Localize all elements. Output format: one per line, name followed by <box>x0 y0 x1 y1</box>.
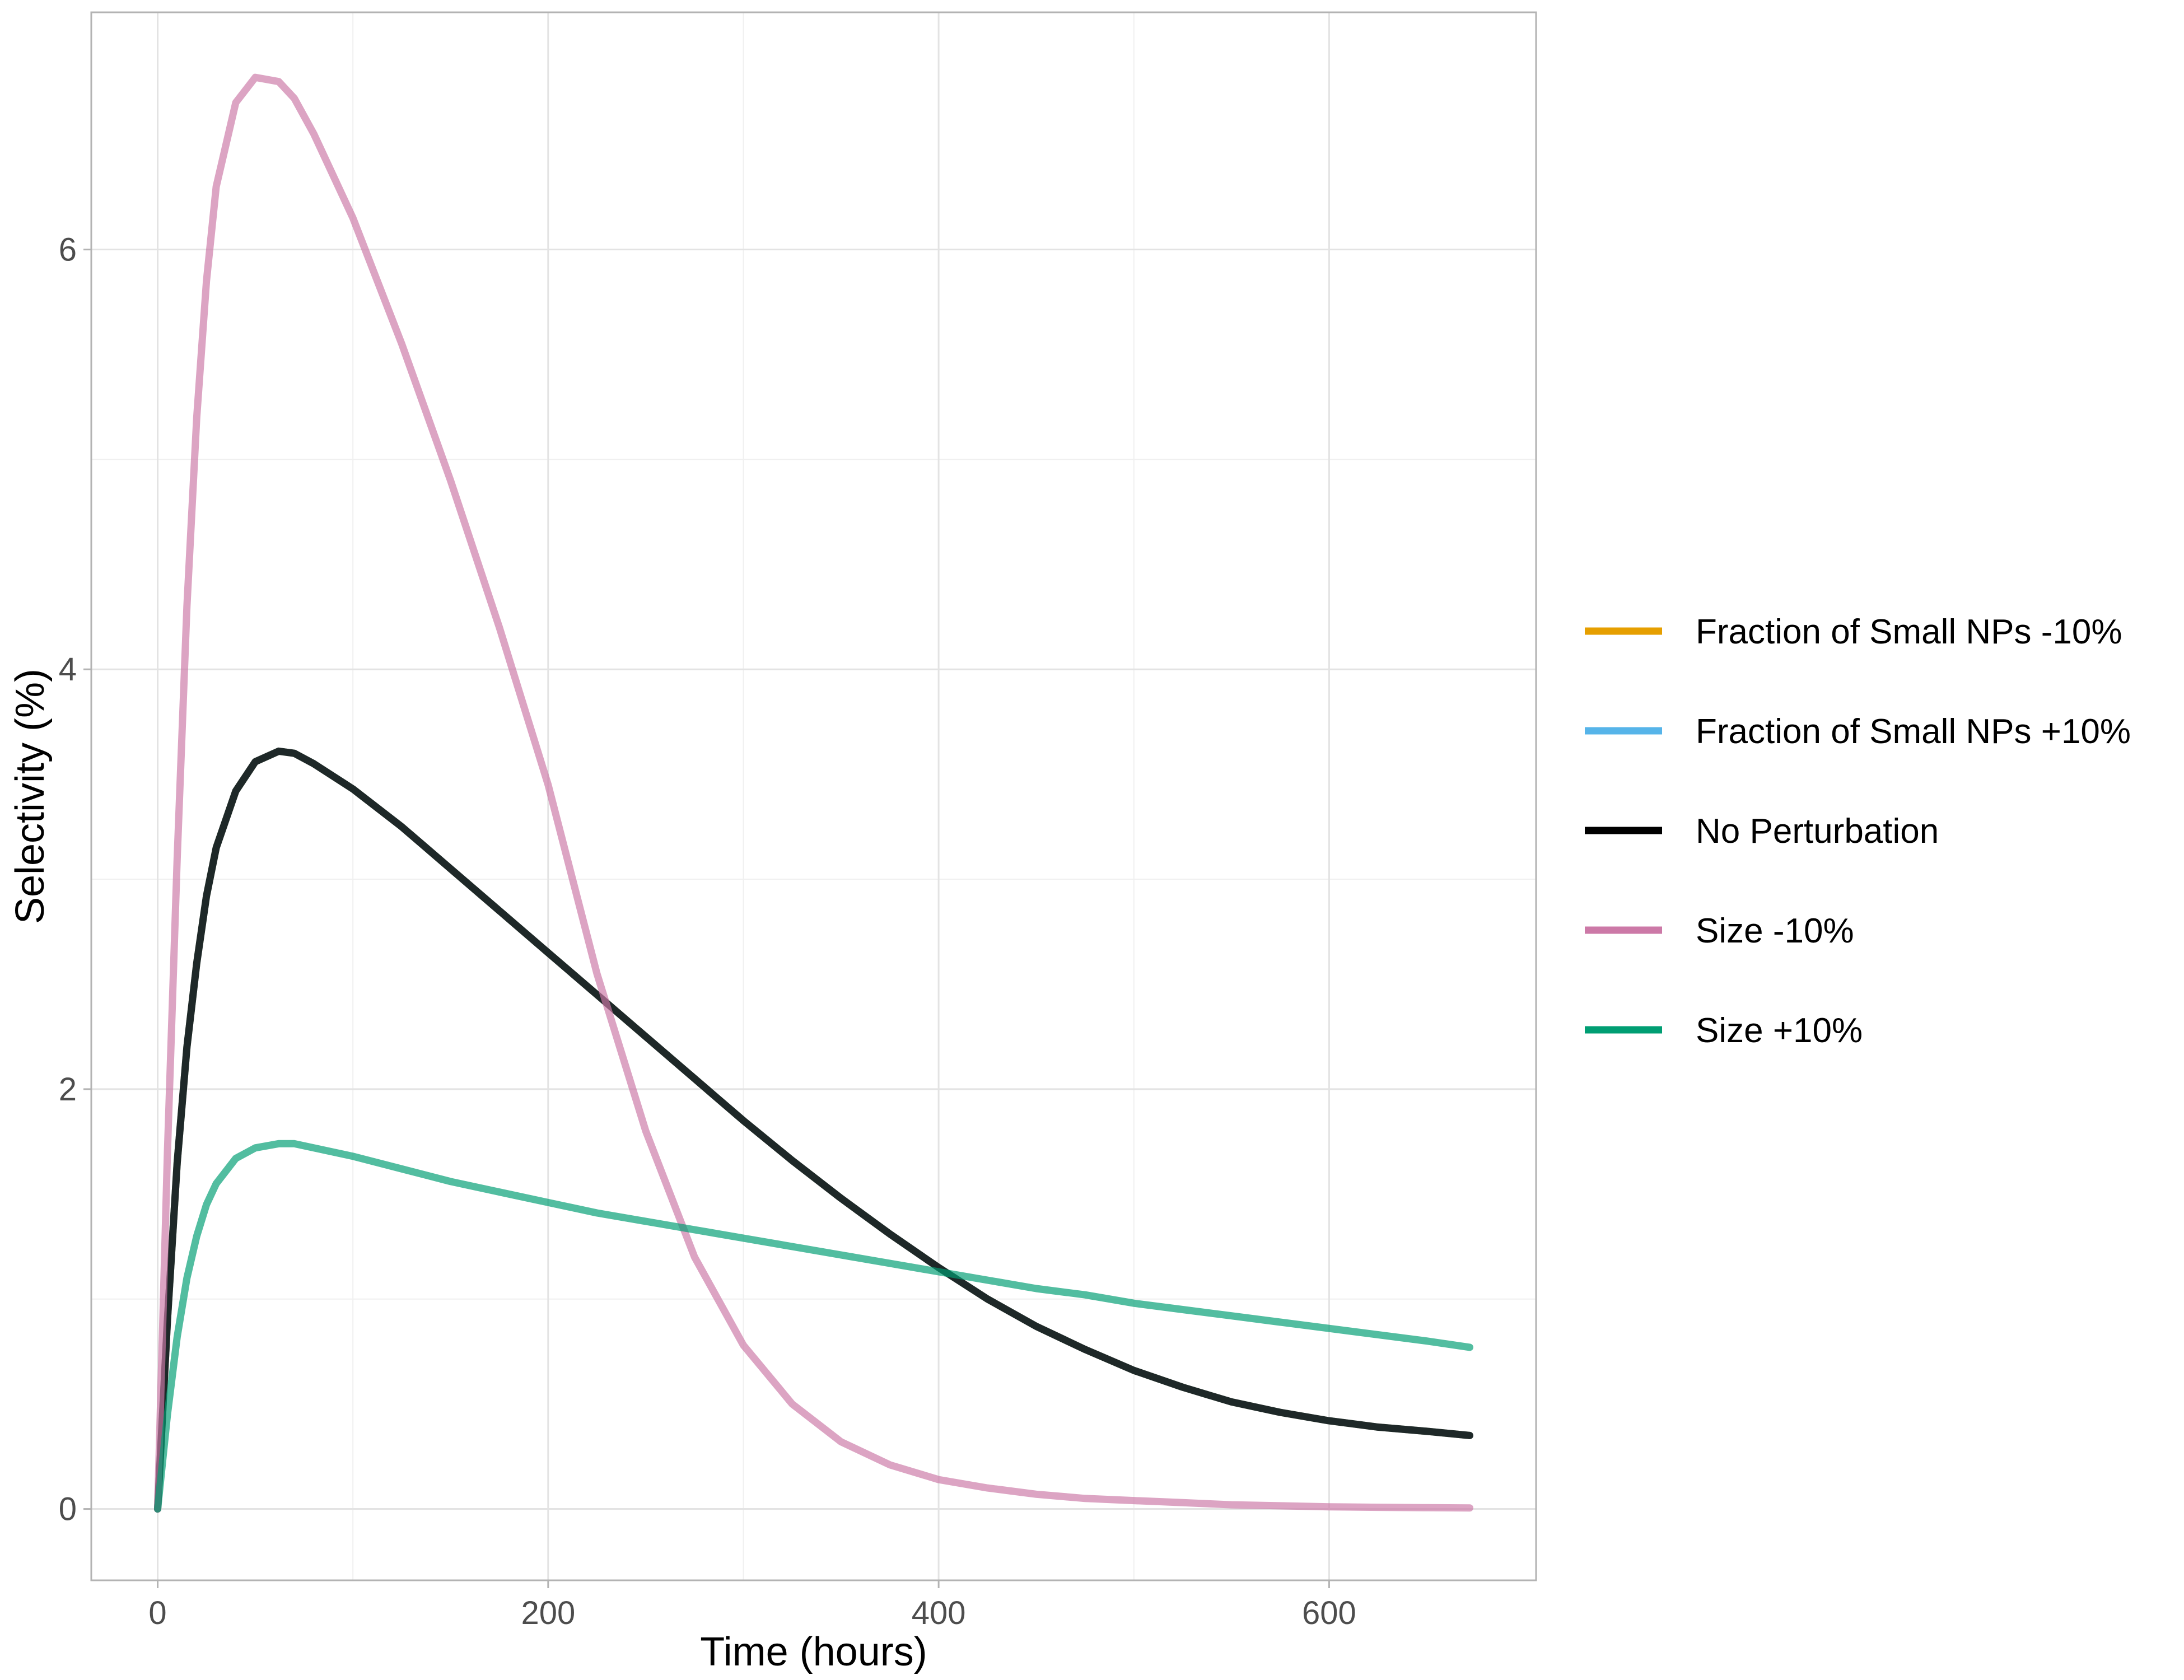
y-tick-label: 6 <box>59 232 77 268</box>
grid-minor <box>91 12 1536 1580</box>
series-lines <box>154 73 1473 1513</box>
legend-label-1: Fraction of Small NPs +10% <box>1696 712 2131 751</box>
x-tick-label: 400 <box>912 1595 966 1631</box>
y-tick-label: 2 <box>59 1071 77 1108</box>
x-axis-title: Time (hours) <box>700 1630 927 1674</box>
series-line-no-perturbation <box>154 747 1473 1513</box>
y-tick-label: 0 <box>59 1491 77 1528</box>
x-tick-label: 600 <box>1302 1595 1356 1631</box>
legend-label-4: Size +10% <box>1696 1011 1863 1050</box>
x-tick-label: 200 <box>521 1595 575 1631</box>
plot-panel-border <box>90 11 1537 1581</box>
plot-panel-background <box>91 12 1536 1580</box>
y-axis: 0 2 4 6 <box>59 232 91 1528</box>
x-tick-label: 0 <box>148 1595 166 1631</box>
series-line-size-10 <box>154 1140 1473 1513</box>
legend-label-0: Fraction of Small NPs -10% <box>1696 613 2122 651</box>
y-axis-title: Selectivity (%) <box>8 669 53 924</box>
legend-label-3: Size -10% <box>1696 912 1854 950</box>
y-tick-label: 4 <box>59 651 77 688</box>
legend-label-2: No Perturbation <box>1696 812 1939 851</box>
plot-panel <box>90 11 1537 1581</box>
x-axis: 0 200 400 600 <box>148 1580 1356 1631</box>
legend: Fraction of Small NPs -10% Fraction of Sm… <box>1585 613 2131 1050</box>
series-line-size-10 <box>154 73 1473 1513</box>
